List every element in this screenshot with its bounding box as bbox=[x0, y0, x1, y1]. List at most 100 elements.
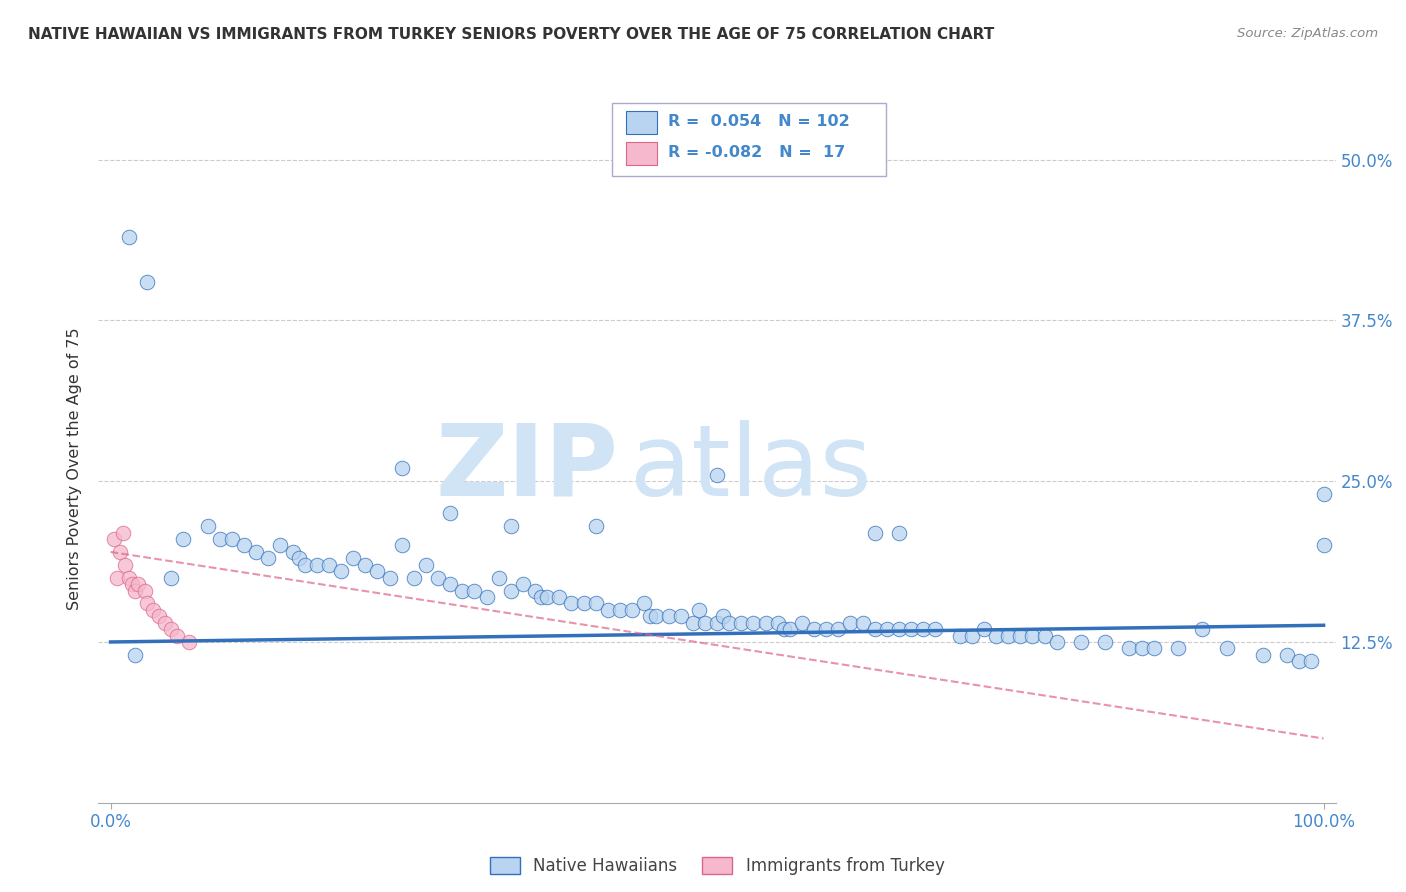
Point bbox=[572, 596, 595, 610]
Point bbox=[391, 539, 413, 553]
Point bbox=[852, 615, 875, 630]
Point bbox=[287, 551, 309, 566]
Point bbox=[1094, 635, 1116, 649]
Point bbox=[755, 615, 778, 630]
Point bbox=[439, 577, 461, 591]
Point bbox=[524, 583, 547, 598]
Point bbox=[730, 615, 752, 630]
Point bbox=[1215, 641, 1237, 656]
Point bbox=[488, 571, 510, 585]
Point bbox=[378, 571, 401, 585]
Point bbox=[294, 558, 316, 572]
Point bbox=[827, 622, 849, 636]
Point bbox=[160, 622, 183, 636]
Point bbox=[997, 628, 1019, 642]
Point bbox=[160, 571, 183, 585]
Point bbox=[790, 615, 813, 630]
Point bbox=[766, 615, 789, 630]
Point bbox=[342, 551, 364, 566]
Point bbox=[530, 590, 553, 604]
Point bbox=[197, 519, 219, 533]
Point bbox=[1118, 641, 1140, 656]
Point bbox=[1167, 641, 1189, 656]
Point bbox=[585, 519, 607, 533]
Point bbox=[124, 648, 146, 662]
Point bbox=[772, 622, 794, 636]
Point bbox=[172, 532, 194, 546]
Point bbox=[111, 525, 134, 540]
Point bbox=[153, 615, 176, 630]
Point bbox=[134, 583, 156, 598]
Point bbox=[718, 615, 741, 630]
Point bbox=[839, 615, 862, 630]
Point bbox=[136, 596, 159, 610]
Point bbox=[118, 229, 141, 244]
Point bbox=[281, 545, 304, 559]
Point bbox=[949, 628, 972, 642]
Point bbox=[1312, 487, 1334, 501]
Point bbox=[330, 564, 353, 578]
Point bbox=[1143, 641, 1166, 656]
Point bbox=[103, 532, 125, 546]
Point bbox=[257, 551, 280, 566]
Point bbox=[475, 590, 498, 604]
Point bbox=[354, 558, 377, 572]
Point bbox=[233, 539, 256, 553]
Point bbox=[221, 532, 243, 546]
Point bbox=[245, 545, 267, 559]
Point bbox=[960, 628, 983, 642]
Point bbox=[142, 603, 165, 617]
Point bbox=[863, 525, 886, 540]
Point bbox=[560, 596, 582, 610]
Text: R =  0.054   N = 102: R = 0.054 N = 102 bbox=[668, 114, 849, 129]
Point bbox=[1312, 539, 1334, 553]
Point bbox=[863, 622, 886, 636]
Point bbox=[463, 583, 485, 598]
Point bbox=[305, 558, 328, 572]
Point bbox=[1191, 622, 1213, 636]
Point bbox=[105, 571, 128, 585]
Point bbox=[815, 622, 838, 636]
Legend: Native Hawaiians, Immigrants from Turkey: Native Hawaiians, Immigrants from Turkey bbox=[484, 850, 950, 881]
Point bbox=[1010, 628, 1032, 642]
Point bbox=[439, 506, 461, 520]
Point bbox=[596, 603, 619, 617]
Point bbox=[682, 615, 704, 630]
Point bbox=[1046, 635, 1069, 649]
Point bbox=[318, 558, 340, 572]
Point bbox=[451, 583, 474, 598]
Point bbox=[887, 525, 910, 540]
Point bbox=[127, 577, 149, 591]
Point bbox=[887, 622, 910, 636]
Point bbox=[124, 583, 146, 598]
Point bbox=[585, 596, 607, 610]
Point bbox=[499, 519, 522, 533]
Point bbox=[121, 577, 143, 591]
Point bbox=[391, 461, 413, 475]
Point bbox=[924, 622, 946, 636]
Point bbox=[876, 622, 898, 636]
Point bbox=[110, 545, 132, 559]
Point bbox=[366, 564, 388, 578]
Text: R = -0.082   N =  17: R = -0.082 N = 17 bbox=[668, 145, 845, 161]
Point bbox=[706, 467, 728, 482]
Point bbox=[1275, 648, 1298, 662]
Point bbox=[645, 609, 668, 624]
Point bbox=[512, 577, 534, 591]
Point bbox=[711, 609, 734, 624]
Text: ZIP: ZIP bbox=[436, 420, 619, 516]
Point bbox=[621, 603, 644, 617]
Point bbox=[688, 603, 710, 617]
Point bbox=[1251, 648, 1274, 662]
Point bbox=[803, 622, 825, 636]
Point bbox=[166, 628, 188, 642]
Text: atlas: atlas bbox=[630, 420, 872, 516]
Point bbox=[640, 609, 662, 624]
Point bbox=[1301, 654, 1323, 668]
Point bbox=[779, 622, 801, 636]
Point bbox=[427, 571, 450, 585]
Y-axis label: Seniors Poverty Over the Age of 75: Seniors Poverty Over the Age of 75 bbox=[67, 327, 83, 609]
Point bbox=[179, 635, 201, 649]
Point bbox=[669, 609, 692, 624]
Point bbox=[415, 558, 437, 572]
